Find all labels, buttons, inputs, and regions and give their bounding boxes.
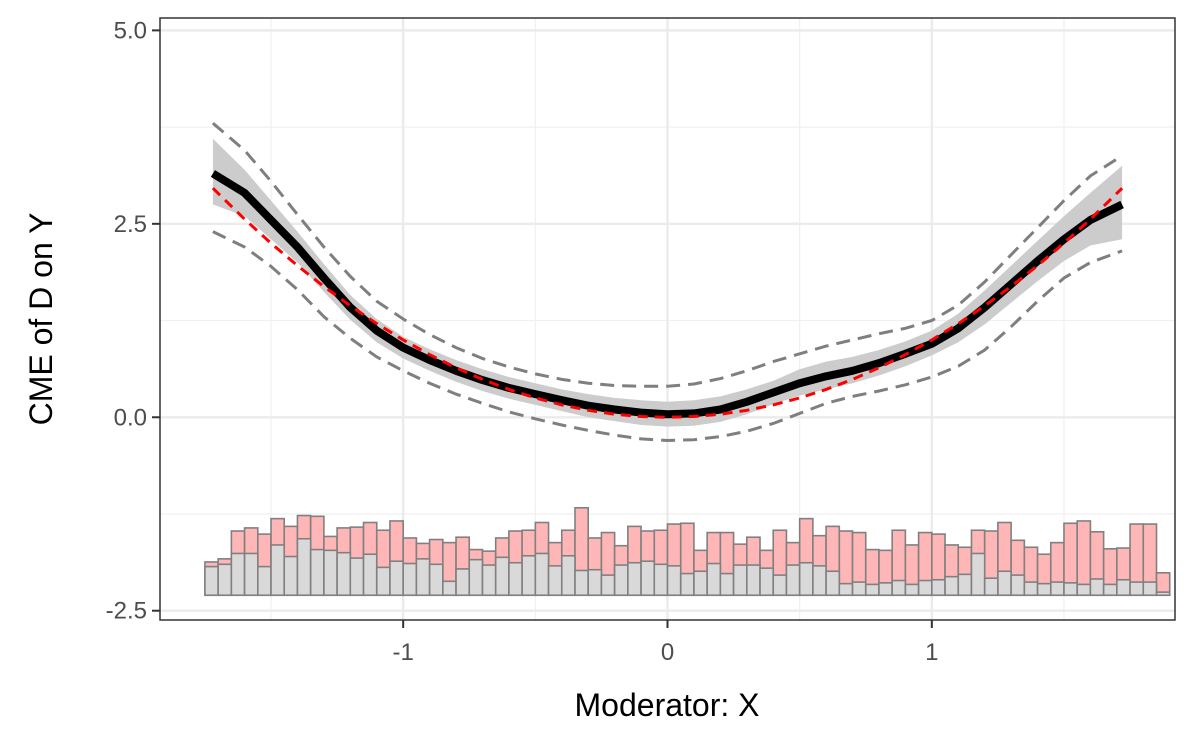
histogram-bar-control <box>917 579 933 597</box>
histogram-bar-control <box>706 562 722 597</box>
x-tick-label: -1 <box>393 639 414 666</box>
histogram-bar-control <box>1076 583 1092 597</box>
histogram-bar-control <box>508 561 523 597</box>
histogram-bar-control <box>1102 583 1118 597</box>
histogram-bar-control <box>428 563 444 597</box>
histogram-bar-control <box>256 565 272 597</box>
histogram-bar-control <box>600 574 616 597</box>
axes: -2.5 0.0 2.5 5.0 -1 0 1 <box>106 17 939 666</box>
histogram-bar-control <box>349 557 365 597</box>
histogram-bar-control <box>323 549 338 597</box>
x-axis-title: Moderator: X <box>575 687 760 723</box>
histogram-bar-control <box>732 564 748 597</box>
histogram-bar-control <box>362 553 378 597</box>
histogram-bar-control <box>270 544 286 597</box>
histogram-bar-control <box>812 565 827 597</box>
histogram-bar-control <box>309 548 325 597</box>
histogram <box>204 507 1171 597</box>
histogram-bar-control <box>798 561 814 597</box>
histogram-bar-control <box>442 580 457 597</box>
histogram-bar-control <box>494 556 510 597</box>
histogram-bar-control <box>851 581 867 597</box>
histogram-bar-control <box>1129 581 1145 597</box>
histogram-bar-control <box>389 560 404 597</box>
histogram-bar-control <box>1089 578 1105 597</box>
y-tick-label: 0.0 <box>114 404 147 431</box>
y-axis-title: CME of D on Y <box>23 213 59 426</box>
histogram-bar-control <box>785 564 801 597</box>
histogram-bar-control <box>640 560 656 597</box>
histogram-bar-control <box>613 564 629 597</box>
ci-lower-line <box>212 230 1123 443</box>
histogram-bar-control <box>1010 574 1026 597</box>
ci-upper-line <box>211 122 1123 388</box>
histogram-bar-control <box>455 568 471 597</box>
histogram-bar-control <box>666 565 682 597</box>
histogram-bar-control <box>375 566 391 597</box>
histogram-bar-control <box>204 565 219 597</box>
histogram-bar-control <box>547 565 563 597</box>
histogram-bar-control <box>1049 581 1065 597</box>
histogram-bar-control <box>336 551 352 597</box>
estimate-line <box>210 170 1124 419</box>
histogram-bar-control <box>534 552 550 597</box>
histogram-bar-control <box>970 552 986 597</box>
histogram-bar-control <box>997 570 1012 597</box>
histogram-bar-control <box>521 554 537 597</box>
histogram-bar-control <box>653 563 669 597</box>
histogram-bar-control <box>864 583 880 597</box>
histogram-bar-control <box>627 561 642 597</box>
histogram-bar-control <box>1142 581 1158 597</box>
histogram-bar-control <box>825 570 841 597</box>
histogram-bar-control <box>957 573 973 597</box>
histogram-bar-control <box>415 558 431 597</box>
histogram-bar-control <box>230 552 246 597</box>
x-tick-label: 0 <box>661 639 674 666</box>
histogram-bar-control <box>574 569 590 597</box>
histogram-bar-control <box>1063 582 1079 597</box>
histogram-bar-control <box>693 570 708 597</box>
histogram-bar-control <box>481 564 497 597</box>
histogram-bar-control <box>904 583 920 597</box>
histogram-bar-control <box>587 568 603 597</box>
histogram-bar-control <box>1116 578 1131 597</box>
histogram-bar-control <box>759 567 775 597</box>
histogram-bar-control <box>719 572 735 597</box>
histogram-bar-control <box>931 578 946 597</box>
y-tick-label: 5.0 <box>114 17 147 44</box>
histogram-bar-control <box>983 577 999 597</box>
x-tick-label: 1 <box>925 639 938 666</box>
histogram-bar-control <box>283 555 299 597</box>
histogram-bar-control <box>745 564 761 597</box>
histogram-bar-control <box>296 537 312 597</box>
histogram-bar-control <box>1155 591 1171 597</box>
y-tick-label: -2.5 <box>106 598 147 625</box>
histogram-bar-control <box>944 575 960 597</box>
histogram-bar-control <box>243 552 259 597</box>
histogram-bar-control <box>838 582 854 597</box>
histogram-bar-control <box>1023 581 1039 597</box>
histogram-bar-control <box>468 558 484 597</box>
histogram-bar-control <box>772 574 788 597</box>
histogram-bar-control <box>402 562 418 597</box>
histogram-bar-control <box>1036 582 1052 597</box>
histogram-bar-control <box>217 563 233 597</box>
histogram-bar-control <box>679 572 695 597</box>
series-layer <box>210 122 1124 443</box>
histogram-bar-control <box>560 554 576 597</box>
histogram-bar-control <box>878 582 893 597</box>
y-tick-label: 2.5 <box>114 211 147 238</box>
histogram-bar-control <box>891 579 907 597</box>
